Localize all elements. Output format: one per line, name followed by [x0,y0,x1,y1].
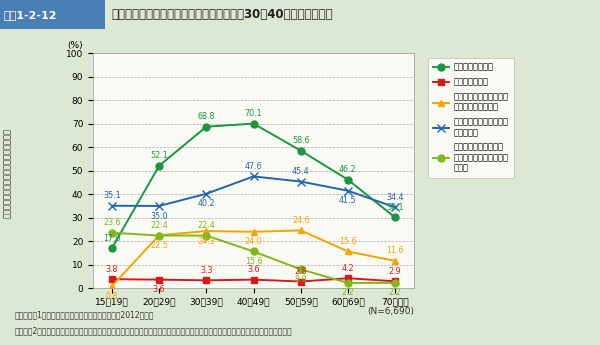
Text: 11.6: 11.6 [386,246,404,255]
Text: (N=6,690): (N=6,690) [367,307,414,316]
Text: 70.1: 70.1 [245,109,262,118]
Legend: クレジットカード, デビットカード, 電子マネー（公共交通機
関での利用を除く）, プリペイドカード・商品
券・回数券, 分割払い・割賦払い・
ローン（カードロ: クレジットカード, デビットカード, 電子マネー（公共交通機 関での利用を除く）… [428,58,514,178]
Text: 52.1: 52.1 [150,151,168,160]
Text: 22.4: 22.4 [197,221,215,230]
Text: 3.6: 3.6 [153,285,166,294]
Text: 図表1-2-12: 図表1-2-12 [3,10,56,20]
Text: 58.6: 58.6 [292,136,310,145]
Text: 68.8: 68.8 [197,112,215,121]
Text: 22.5: 22.5 [150,241,168,250]
Text: 2.2: 2.2 [389,288,401,297]
Text: 24.0: 24.0 [245,237,262,246]
Text: 23.6: 23.6 [103,218,121,227]
Text: 3.8: 3.8 [106,265,118,274]
Text: 46.2: 46.2 [339,165,357,174]
Text: 35.0: 35.0 [150,211,168,220]
Text: 4.2: 4.2 [341,264,354,273]
Text: 24.3: 24.3 [197,237,215,246]
Text: 2.9: 2.9 [389,267,401,276]
Text: 8.0: 8.0 [295,275,307,284]
Text: （備考）　1．消費者庁「消費者意識基本調査」（2012年度）: （備考） 1．消費者庁「消費者意識基本調査」（2012年度） [15,310,155,319]
Text: 15.6: 15.6 [339,237,357,246]
Text: 41.5: 41.5 [339,196,357,205]
Text: 40.2: 40.2 [197,199,215,208]
Text: この１年間に利用したと答えた人の割合: この１年間に利用したと答えた人の割合 [2,128,12,217]
Text: 2.8: 2.8 [295,267,307,276]
Text: (%): (%) [67,41,83,50]
Text: 15.6: 15.6 [245,257,262,266]
Text: 2．「あなたは、この１年間に、以下の支払形態等について、どの程度利用しましたか。」との問に対する回答。（年代別）: 2．「あなたは、この１年間に、以下の支払形態等について、どの程度利用しましたか。… [15,326,293,335]
Text: 24.6: 24.6 [292,216,310,225]
Text: 2.2: 2.2 [341,288,354,297]
Text: 0.8: 0.8 [106,292,118,301]
Bar [0,0,105,29]
Text: 17.0: 17.0 [103,234,121,243]
Text: 3.6: 3.6 [247,265,260,274]
Text: 22.4: 22.4 [150,221,168,230]
Text: 3.3: 3.3 [200,266,212,275]
Text: 34.4: 34.4 [386,193,404,202]
Text: 35.1: 35.1 [103,191,121,200]
Text: 30.1: 30.1 [386,203,404,212]
Text: 47.6: 47.6 [245,162,262,171]
Text: 45.4: 45.4 [292,167,310,176]
Text: この１年間のクレジットカード利用経験は30〜40歳代で多い傾向: この１年間のクレジットカード利用経験は30〜40歳代で多い傾向 [111,8,332,21]
